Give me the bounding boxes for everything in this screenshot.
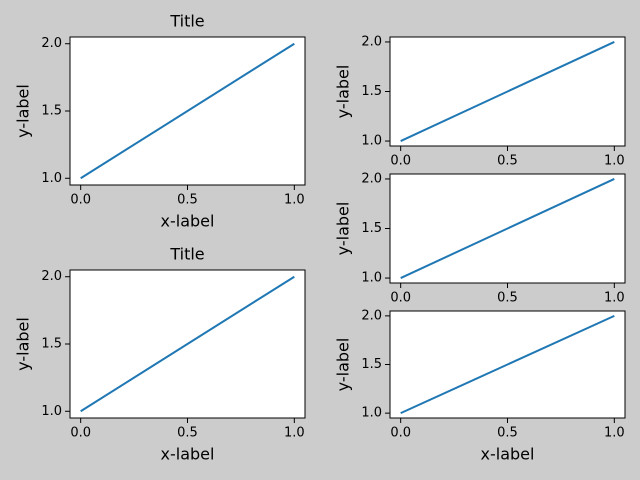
y-tick-label: 1.5 <box>361 357 382 372</box>
x-tick-label: 0.5 <box>497 154 518 169</box>
y-tick-label: 1.5 <box>361 221 382 236</box>
x-tick-label: 0.5 <box>497 291 518 306</box>
x-tick-label: 0.0 <box>70 426 91 441</box>
y-tick-label: 1.0 <box>361 406 382 421</box>
x-tick-label: 0.0 <box>390 291 411 306</box>
y-tick-label: 1.0 <box>361 134 382 149</box>
x-tick-label: 0.5 <box>177 426 198 441</box>
x-tick-label: 0.0 <box>390 154 411 169</box>
y-tick-label: 1.0 <box>361 271 382 286</box>
x-tick-label: 0.5 <box>497 426 518 441</box>
y-tick-label: 1.0 <box>41 171 62 186</box>
axes-title: Title <box>169 12 204 31</box>
x-axis-label: x-label <box>161 445 215 464</box>
y-tick-label: 2.0 <box>361 171 382 186</box>
y-tick-label: 1.5 <box>361 84 382 99</box>
x-tick-label: 0.0 <box>70 193 91 208</box>
axes-title: Title <box>169 245 204 264</box>
x-tick-label: 0.5 <box>177 193 198 208</box>
x-tick-label: 1.0 <box>284 193 305 208</box>
x-tick-label: 1.0 <box>604 291 625 306</box>
x-tick-label: 0.0 <box>390 426 411 441</box>
data-line <box>400 41 615 142</box>
x-axis-label: x-label <box>161 212 215 231</box>
x-tick-label: 1.0 <box>604 426 625 441</box>
y-tick-label: 2.0 <box>361 308 382 323</box>
y-axis-label: y-label <box>334 338 353 392</box>
y-tick-label: 1.5 <box>41 337 62 352</box>
y-tick-label: 1.0 <box>41 404 62 419</box>
y-axis-label: y-label <box>334 202 353 256</box>
y-axis-label: y-label <box>14 84 33 138</box>
y-tick-label: 2.0 <box>361 34 382 49</box>
y-axis-label: y-label <box>14 317 33 371</box>
y-tick-label: 2.0 <box>41 269 62 284</box>
x-tick-label: 1.0 <box>284 426 305 441</box>
data-line <box>400 178 615 279</box>
data-line <box>80 42 295 180</box>
y-tick-label: 2.0 <box>41 36 62 51</box>
y-axis-label: y-label <box>334 65 353 119</box>
y-tick-label: 1.5 <box>41 104 62 119</box>
x-axis-label: x-label <box>481 445 535 464</box>
x-tick-label: 1.0 <box>604 154 625 169</box>
data-line <box>400 314 615 415</box>
data-line <box>80 275 295 413</box>
